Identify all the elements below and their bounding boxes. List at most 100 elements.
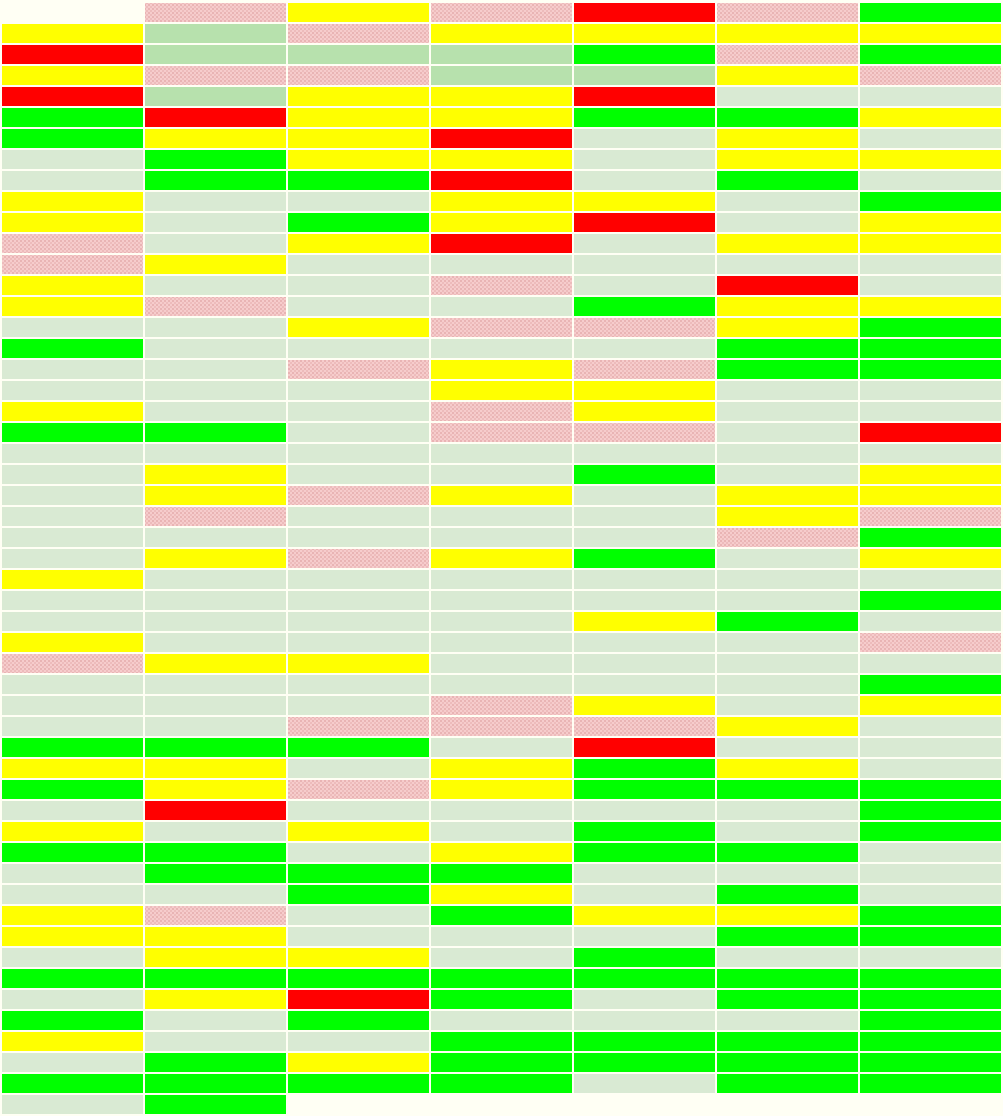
- cell: [288, 213, 429, 232]
- cell: [717, 528, 858, 547]
- cell: [431, 129, 572, 148]
- cell: [574, 213, 715, 232]
- cell: [860, 780, 1001, 799]
- cell: [431, 864, 572, 883]
- cell: [860, 87, 1001, 106]
- cell: [145, 906, 286, 925]
- cell: [574, 696, 715, 715]
- cell: [288, 381, 429, 400]
- cell: [860, 696, 1001, 715]
- cell: [431, 1032, 572, 1051]
- cell: [574, 885, 715, 904]
- cell: [574, 927, 715, 946]
- cell: [145, 108, 286, 127]
- cell: [574, 129, 715, 148]
- cell: [145, 66, 286, 85]
- cell: [2, 612, 143, 631]
- cell: [2, 234, 143, 253]
- cell: [717, 234, 858, 253]
- cell: [574, 822, 715, 841]
- cell: [2, 738, 143, 757]
- cell: [2, 171, 143, 190]
- cell: [2, 780, 143, 799]
- cell: [145, 234, 286, 253]
- cell: [288, 360, 429, 379]
- cell: [717, 297, 858, 316]
- cell: [288, 444, 429, 463]
- cell: [717, 129, 858, 148]
- cell: [2, 339, 143, 358]
- cell: [431, 150, 572, 169]
- cell: [574, 255, 715, 274]
- cell: [145, 276, 286, 295]
- cell: [145, 192, 286, 211]
- cell: [574, 801, 715, 820]
- cell: [717, 444, 858, 463]
- cell: [145, 87, 286, 106]
- cell: [2, 45, 143, 64]
- cell: [431, 66, 572, 85]
- cell: [288, 1032, 429, 1051]
- cell: [288, 528, 429, 547]
- cell: [717, 276, 858, 295]
- cell: [145, 381, 286, 400]
- cell: [860, 234, 1001, 253]
- cell: [860, 465, 1001, 484]
- cell: [145, 1011, 286, 1030]
- cell: [145, 255, 286, 274]
- cell: [860, 906, 1001, 925]
- cell: [145, 696, 286, 715]
- cell: [288, 234, 429, 253]
- cell: [288, 402, 429, 421]
- cell: [574, 570, 715, 589]
- cell: [431, 633, 572, 652]
- cell: [860, 1053, 1001, 1072]
- cell: [145, 864, 286, 883]
- cell: [145, 213, 286, 232]
- cell: [288, 906, 429, 925]
- cell: [717, 339, 858, 358]
- cell: [574, 171, 715, 190]
- cell: [145, 591, 286, 610]
- cell: [860, 486, 1001, 505]
- cell: [2, 927, 143, 946]
- cell: [145, 444, 286, 463]
- cell: [574, 24, 715, 43]
- cell: [574, 1011, 715, 1030]
- cell: [860, 66, 1001, 85]
- cell: [431, 906, 572, 925]
- cell: [431, 276, 572, 295]
- cell: [145, 1032, 286, 1051]
- cell: [717, 549, 858, 568]
- cell: [288, 948, 429, 967]
- cell: [574, 612, 715, 631]
- cell: [717, 171, 858, 190]
- cell: [145, 654, 286, 673]
- cell: [288, 549, 429, 568]
- cell: [860, 339, 1001, 358]
- cell: [288, 87, 429, 106]
- cell: [431, 3, 572, 22]
- cell: [717, 360, 858, 379]
- cell: [860, 990, 1001, 1009]
- cell: [288, 801, 429, 820]
- cell: [860, 402, 1001, 421]
- cell: [860, 654, 1001, 673]
- cell: [145, 1095, 286, 1114]
- cell: [860, 24, 1001, 43]
- cell: [574, 465, 715, 484]
- cell: [717, 822, 858, 841]
- cell: [288, 780, 429, 799]
- cell: [145, 318, 286, 337]
- cell: [288, 675, 429, 694]
- cell: [2, 549, 143, 568]
- cell: [717, 1074, 858, 1093]
- cell: [431, 759, 572, 778]
- cell: [717, 213, 858, 232]
- cell: [574, 507, 715, 526]
- cell: [717, 948, 858, 967]
- cell: [860, 192, 1001, 211]
- cell: [2, 717, 143, 736]
- cell: [574, 969, 715, 988]
